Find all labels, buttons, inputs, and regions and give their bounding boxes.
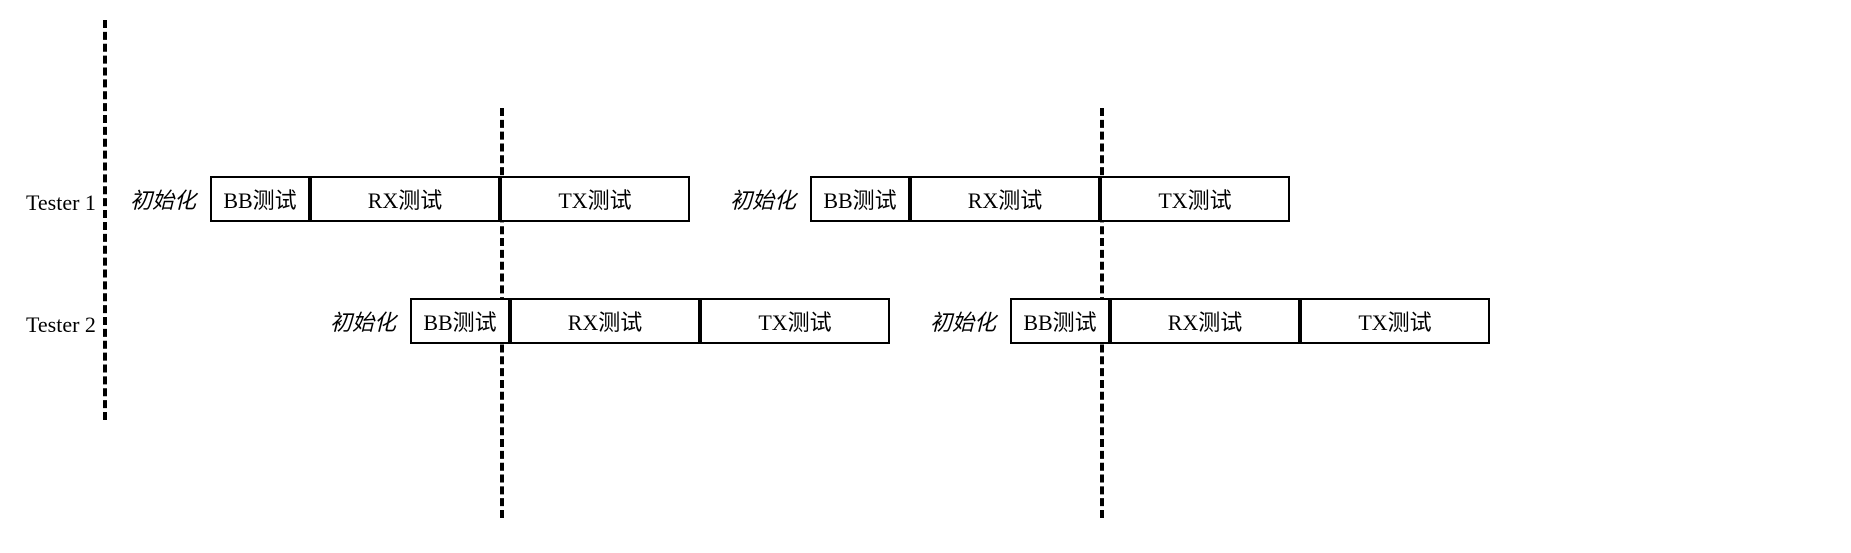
block-t2b-tx: TX测试: [1300, 298, 1490, 344]
init-label-t2b: 初始化: [930, 305, 996, 337]
row-label-tester1: Tester 1: [26, 190, 96, 216]
vline-1: [103, 20, 107, 420]
block-label: RX测试: [368, 183, 443, 215]
block-label: BB测试: [223, 183, 296, 215]
block-t2a-bb: BB测试: [410, 298, 510, 344]
block-t2b-rx: RX测试: [1110, 298, 1300, 344]
block-t1a-rx: RX测试: [310, 176, 500, 222]
block-label: BB测试: [423, 305, 496, 337]
block-label: TX测试: [558, 183, 631, 215]
block-t1b-bb: BB测试: [810, 176, 910, 222]
block-label: TX测试: [758, 305, 831, 337]
block-label: BB测试: [1023, 305, 1096, 337]
block-t2a-tx: TX测试: [700, 298, 890, 344]
init-label-t1b: 初始化: [730, 183, 796, 215]
block-t2a-rx: RX测试: [510, 298, 700, 344]
row-label-tester2: Tester 2: [26, 312, 96, 338]
block-t1a-bb: BB测试: [210, 176, 310, 222]
block-t2b-bb: BB测试: [1010, 298, 1110, 344]
block-label: RX测试: [1168, 305, 1243, 337]
block-t1b-rx: RX测试: [910, 176, 1100, 222]
block-label: RX测试: [968, 183, 1043, 215]
block-label: RX测试: [568, 305, 643, 337]
block-label: TX测试: [1158, 183, 1231, 215]
timing-diagram: Tester 1 Tester 2 初始化 BB测试 RX测试 TX测试 初始化…: [0, 0, 1851, 553]
block-label: BB测试: [823, 183, 896, 215]
block-t1a-tx: TX测试: [500, 176, 690, 222]
block-label: TX测试: [1358, 305, 1431, 337]
block-t1b-tx: TX测试: [1100, 176, 1290, 222]
init-label-t1a: 初始化: [130, 183, 196, 215]
init-label-t2a: 初始化: [330, 305, 396, 337]
